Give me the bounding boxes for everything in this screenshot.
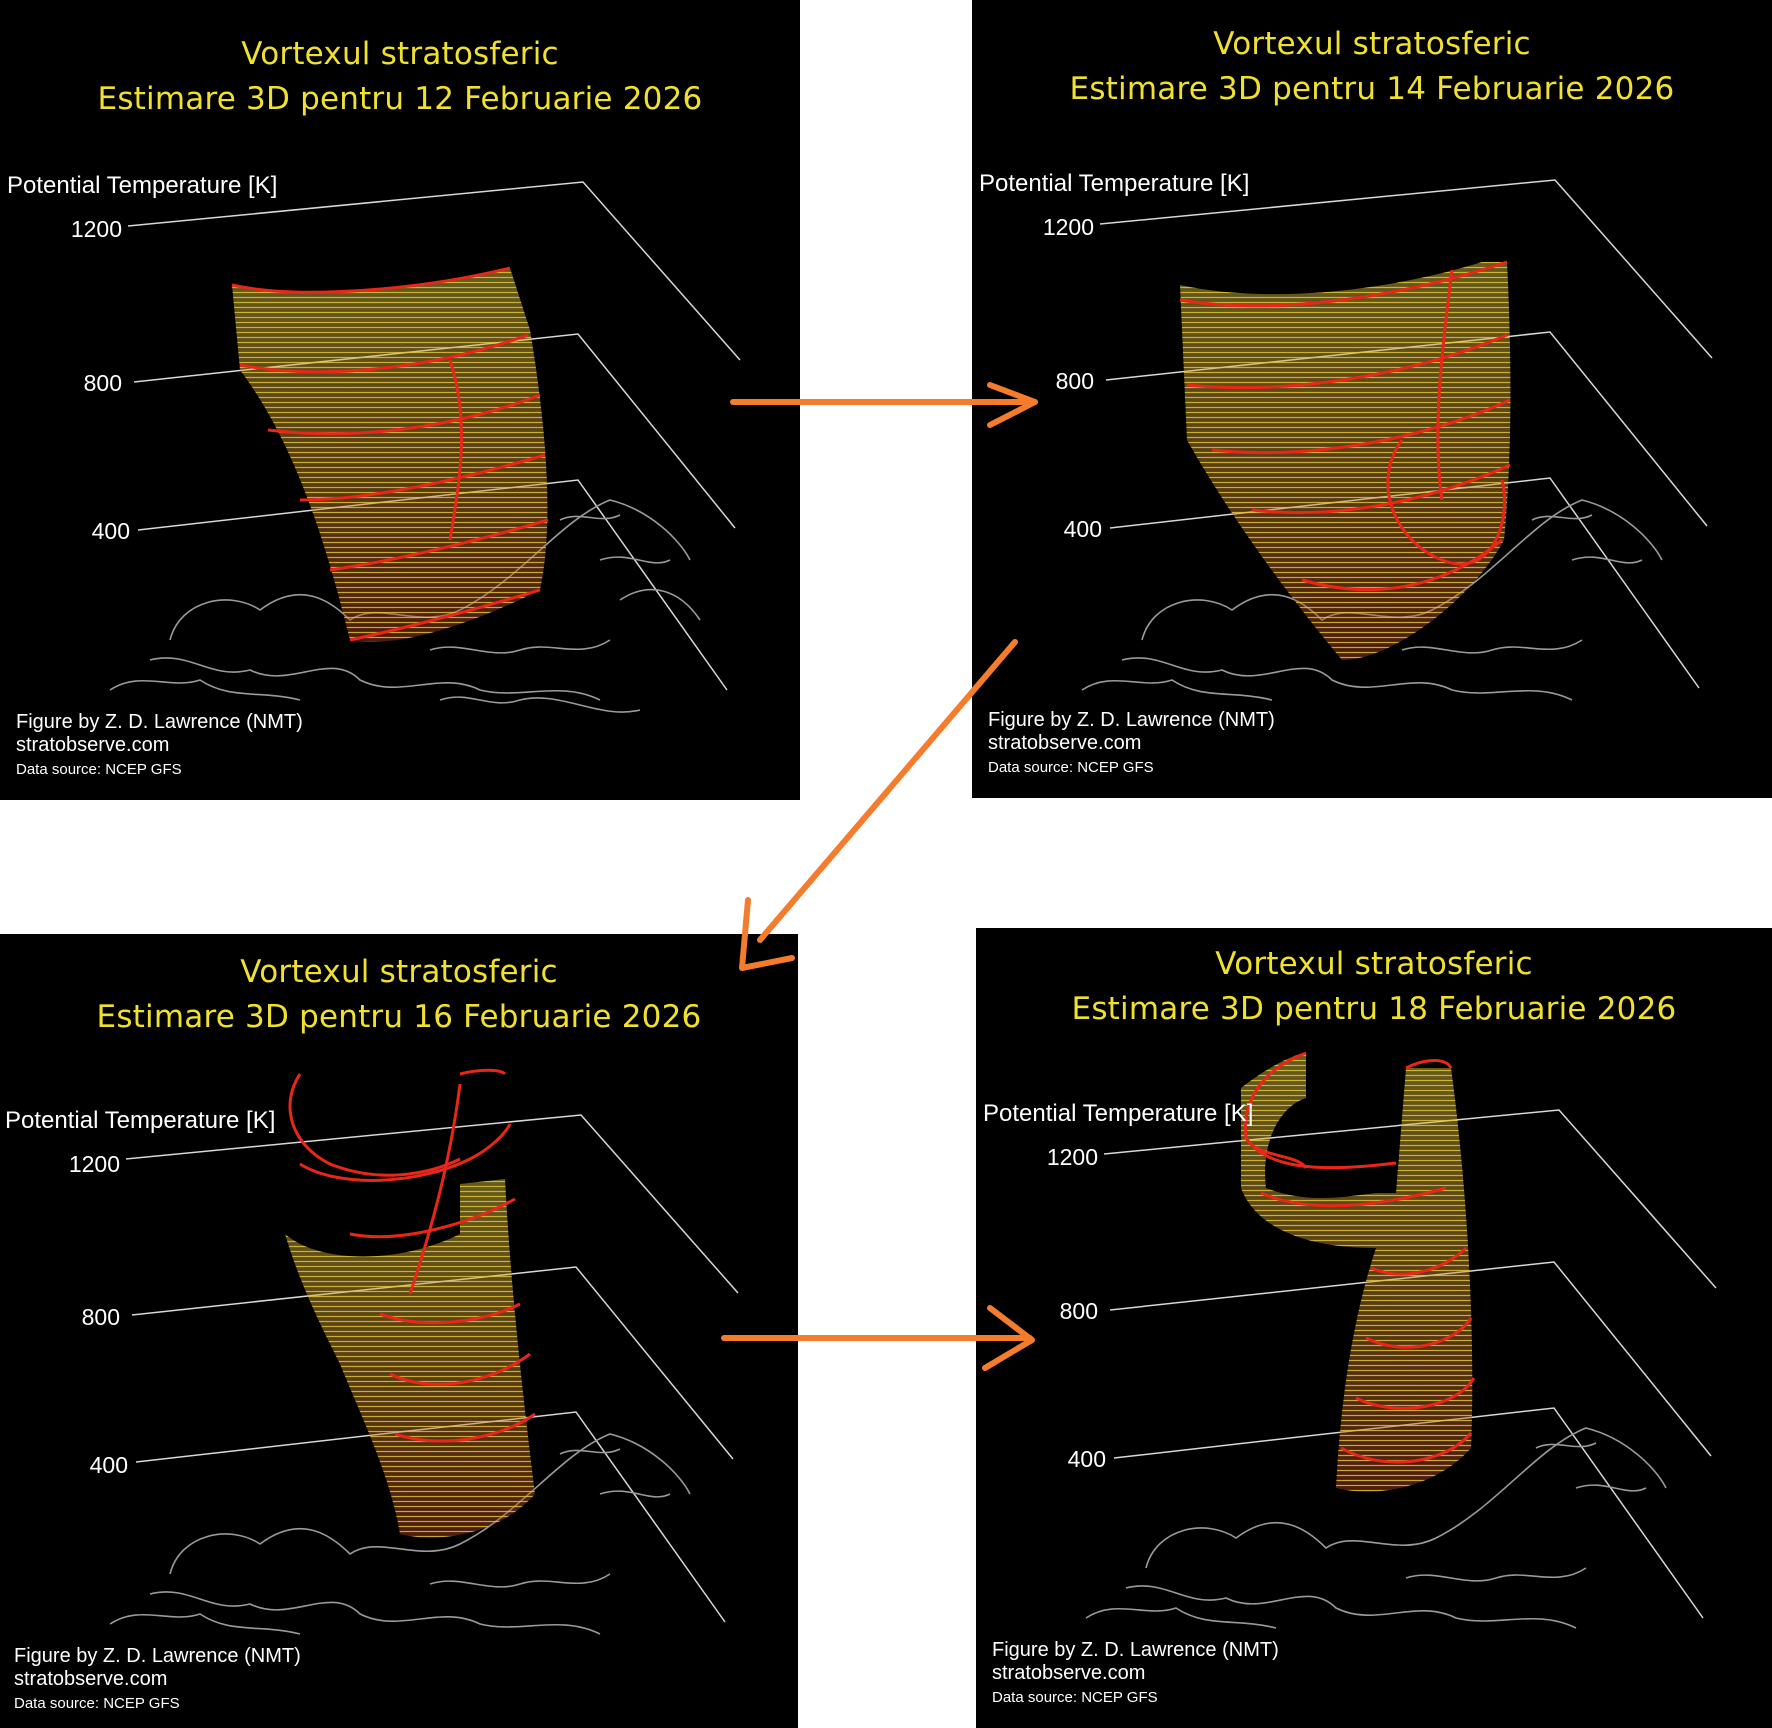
vortex-hatch <box>1180 262 1511 660</box>
tick-800: 800 <box>81 1304 120 1330</box>
vortex-plot-14-feb <box>1081 179 1713 701</box>
vortex-contours <box>1243 1051 1476 1464</box>
panel-12-feb: Vortexul stratosferic Estimare 3D pentru… <box>0 0 800 800</box>
vortex-contours <box>288 1068 536 1443</box>
vortex-hatch <box>285 1179 535 1538</box>
site-credit: stratobserve.com <box>14 1668 168 1690</box>
figure-credit: Figure by Z. D. Lawrence (NMT) <box>992 1639 1279 1661</box>
panel-title-line1: Vortexul stratosferic <box>241 36 559 72</box>
tick-400: 400 <box>1067 1446 1106 1472</box>
axis-label: Potential Temperature [K] <box>7 172 278 199</box>
panel-title-line2: Estimare 3D pentru 18 Februarie 2026 <box>1071 991 1677 1027</box>
axis-label: Potential Temperature [K] <box>979 170 1250 197</box>
map-coastlines <box>1085 1427 1667 1629</box>
figure-credit: Figure by Z. D. Lawrence (NMT) <box>16 711 303 733</box>
vortex-plot-16-feb <box>109 1068 739 1635</box>
site-credit: stratobserve.com <box>992 1662 1146 1684</box>
map-coastlines <box>109 499 701 713</box>
tick-1200: 1200 <box>68 1151 120 1177</box>
tick-1200: 1200 <box>1046 1144 1098 1170</box>
panel-title-line2: Estimare 3D pentru 12 Februarie 2026 <box>97 81 703 117</box>
tick-800: 800 <box>1059 1298 1098 1324</box>
panel-18-feb: Vortexul stratosferic Estimare 3D pentru… <box>976 928 1772 1728</box>
site-credit: stratobserve.com <box>16 734 170 756</box>
data-source: Data source: NCEP GFS <box>14 1695 180 1712</box>
panel-title-line2: Estimare 3D pentru 16 Februarie 2026 <box>96 999 702 1035</box>
tick-400: 400 <box>89 1452 128 1478</box>
tick-400: 400 <box>1063 516 1102 542</box>
data-source: Data source: NCEP GFS <box>16 761 182 778</box>
figure-credit: Figure by Z. D. Lawrence (NMT) <box>14 1645 301 1667</box>
panel-title-line1: Vortexul stratosferic <box>240 954 558 990</box>
panel-16-feb: Vortexul stratosferic Estimare 3D pentru… <box>0 934 798 1728</box>
vortex-hatch <box>232 268 548 642</box>
vortex-contours <box>1179 260 1511 592</box>
panel-title-line1: Vortexul stratosferic <box>1215 946 1533 982</box>
panel-title-line1: Vortexul stratosferic <box>1213 26 1531 62</box>
tick-1200: 1200 <box>70 216 122 242</box>
tick-1200: 1200 <box>1042 214 1094 240</box>
axis-label: Potential Temperature [K] <box>5 1107 276 1134</box>
vortex-plot-12-feb <box>109 181 741 713</box>
data-source: Data source: NCEP GFS <box>988 759 1154 776</box>
tick-800: 800 <box>1055 368 1094 394</box>
tick-800: 800 <box>83 370 122 396</box>
vortex-contours <box>231 266 549 642</box>
panel-title-line2: Estimare 3D pentru 14 Februarie 2026 <box>1069 71 1675 107</box>
figure-credit: Figure by Z. D. Lawrence (NMT) <box>988 709 1275 731</box>
data-source: Data source: NCEP GFS <box>992 1689 1158 1706</box>
axis-grid <box>125 1114 739 1623</box>
tick-400: 400 <box>91 518 130 544</box>
panel-14-feb: Vortexul stratosferic Estimare 3D pentru… <box>972 0 1772 798</box>
vortex-hatch <box>1241 1053 1473 1492</box>
vortex-plot-18-feb <box>1085 1051 1717 1629</box>
site-credit: stratobserve.com <box>988 732 1142 754</box>
axis-label: Potential Temperature [K] <box>983 1100 1254 1127</box>
map-coastlines <box>109 1433 691 1635</box>
